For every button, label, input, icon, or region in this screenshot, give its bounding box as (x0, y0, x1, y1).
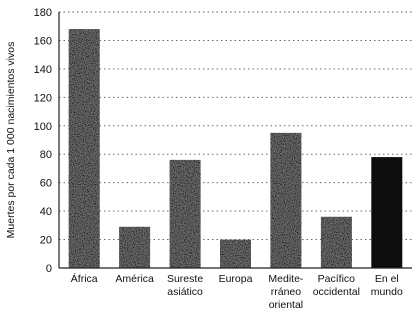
x-tick-label: Europa (219, 273, 253, 285)
y-tick-labels: 0 20 40 60 80 100 120 140 160 180 (34, 7, 52, 275)
y-tick-label: 160 (34, 35, 52, 47)
x-tick-label-line: Pacífico (318, 273, 356, 285)
x-tick-label-line: mundo (371, 286, 403, 298)
x-tick-label: Pacífico occidental (313, 273, 360, 298)
y-tick-label: 60 (40, 178, 52, 190)
x-tick-label-line: América (115, 273, 154, 285)
y-tick-label: 80 (40, 149, 52, 161)
x-tick-label-line: Medite- (268, 273, 304, 285)
x-tick-label-line: asiático (167, 286, 203, 298)
y-axis-title: Muertes por cada 1 000 nacimientos vivos (5, 42, 17, 239)
x-tick-label: En el mundo (371, 273, 403, 298)
x-tick-label: Medite-rráneo oriental (268, 273, 304, 311)
x-tick-label-line: África (71, 272, 98, 285)
bar (169, 159, 201, 268)
x-tick-label: Sureste asiático (167, 273, 203, 298)
x-tick-label-line: Sureste (167, 273, 203, 285)
y-tick-label: 100 (34, 121, 52, 133)
bar (320, 216, 352, 268)
bar (220, 239, 251, 268)
bar (270, 132, 302, 268)
y-tick-label: 140 (34, 64, 52, 76)
y-tick-label: 180 (34, 7, 52, 19)
y-tick-label: 40 (40, 206, 52, 218)
x-tick-label-line: rráneo (271, 286, 302, 298)
bar (371, 157, 403, 268)
y-tick-label: 0 (46, 263, 52, 275)
gridlines (59, 11, 412, 241)
x-tick-labels: África América Sureste asiático Europa Medite… (71, 272, 403, 311)
x-tick-label-line: occidental (313, 286, 360, 298)
bar (119, 226, 151, 268)
bars (68, 29, 403, 268)
x-tick-label: América (115, 273, 154, 285)
axes (58, 12, 412, 269)
x-tick-label-line: oriental (269, 299, 303, 311)
x-tick-label: África (71, 272, 98, 285)
y-tick-label: 20 (40, 235, 52, 247)
x-tick-label-line: En el (375, 273, 399, 285)
x-tick-label-line: Europa (219, 273, 253, 285)
y-tick-label: 120 (34, 92, 52, 104)
bar (68, 29, 100, 268)
